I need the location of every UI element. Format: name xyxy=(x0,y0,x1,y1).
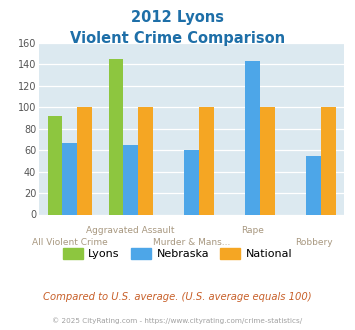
Text: Violent Crime Comparison: Violent Crime Comparison xyxy=(70,31,285,46)
Text: 2012 Lyons: 2012 Lyons xyxy=(131,10,224,25)
Text: Murder & Mans...: Murder & Mans... xyxy=(153,238,230,247)
Bar xyxy=(109,59,123,214)
Bar xyxy=(184,150,199,214)
Text: Robbery: Robbery xyxy=(295,238,333,247)
Bar xyxy=(321,107,336,214)
Bar xyxy=(123,145,138,214)
Legend: Lyons, Nebraska, National: Lyons, Nebraska, National xyxy=(58,244,297,263)
Bar xyxy=(260,107,275,214)
Bar xyxy=(48,116,62,214)
Bar xyxy=(138,107,153,214)
Text: Compared to U.S. average. (U.S. average equals 100): Compared to U.S. average. (U.S. average … xyxy=(43,292,312,302)
Bar xyxy=(199,107,214,214)
Bar xyxy=(77,107,92,214)
Text: © 2025 CityRating.com - https://www.cityrating.com/crime-statistics/: © 2025 CityRating.com - https://www.city… xyxy=(53,317,302,324)
Bar xyxy=(245,61,260,214)
Text: All Violent Crime: All Violent Crime xyxy=(32,238,108,247)
Text: Rape: Rape xyxy=(241,226,264,235)
Bar xyxy=(306,155,321,214)
Bar xyxy=(62,143,77,214)
Text: Aggravated Assault: Aggravated Assault xyxy=(86,226,175,235)
